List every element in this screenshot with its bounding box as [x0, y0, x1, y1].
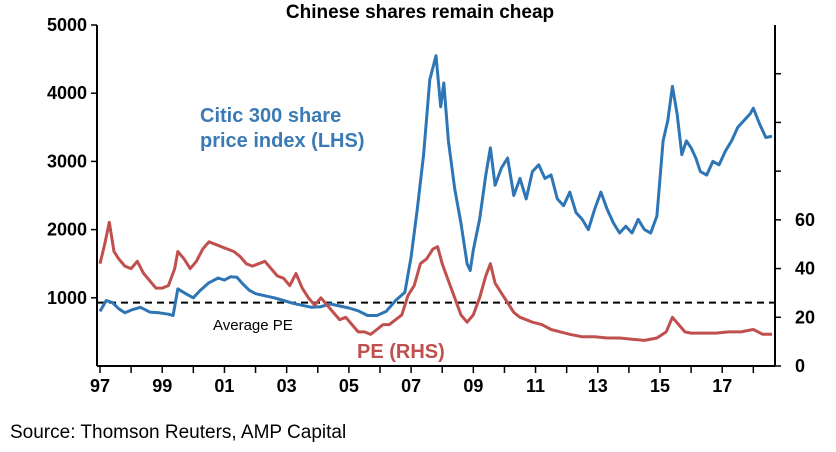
chart-title: Chinese shares remain cheap [286, 2, 554, 23]
x-tick-label: 11 [526, 376, 545, 396]
citic-300-line [98, 54, 773, 317]
left-tick-label: 3000 [47, 151, 87, 171]
x-tick-label: 97 [90, 376, 110, 396]
right-tick-label: 40 [795, 259, 815, 279]
citic-300-label: price index (LHS) [200, 130, 364, 152]
annotations: Citic 300 share price index (LHS) PE (RHS)… [200, 105, 445, 363]
x-tick-label: 05 [339, 376, 359, 396]
pe-label: PE (RHS) [357, 341, 445, 363]
x-tick-label: 13 [588, 376, 608, 396]
axes: 1000 2000 3000 4000 5000 0 20 40 60 97 99 01 03 05 07 0… [47, 15, 815, 396]
plot-area [97, 54, 775, 342]
source-note: Source: Thomson Reuters, AMP Capital [10, 422, 347, 443]
citic-300-label: Citic 300 share [200, 105, 341, 127]
left-tick-label: 1000 [47, 288, 87, 308]
left-tick-label: 4000 [47, 83, 87, 103]
pe-line [98, 220, 772, 342]
x-tick-label: 09 [463, 376, 483, 396]
x-tick-label: 07 [401, 376, 421, 396]
left-tick-label: 5000 [47, 15, 87, 35]
x-tick-label: 03 [277, 376, 297, 396]
right-tick-label: 60 [795, 210, 815, 230]
x-tick-label: 15 [650, 376, 670, 396]
average-pe-label: Average PE [213, 317, 293, 334]
x-tick-label: 01 [214, 376, 234, 396]
right-tick-label: 20 [795, 307, 815, 327]
x-tick-label: 17 [712, 376, 732, 396]
right-tick-label: 0 [795, 356, 805, 376]
x-tick-label: 99 [152, 376, 172, 396]
left-tick-label: 2000 [47, 220, 87, 240]
